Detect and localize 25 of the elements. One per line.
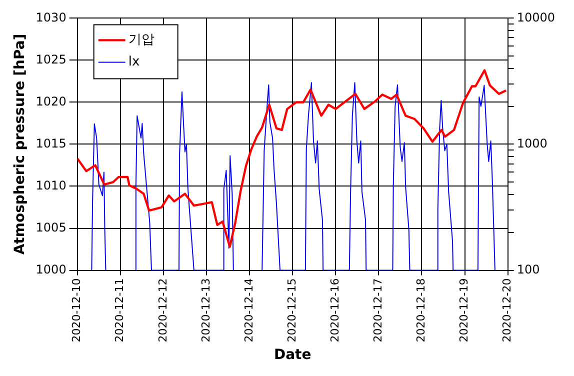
- x-tick-label: 2020-12-10: [70, 278, 84, 342]
- x-tick-label: 2020-12-16: [328, 278, 342, 342]
- x-tick-label: 2020-12-19: [458, 278, 471, 342]
- y-tick-label: 1030: [36, 10, 66, 24]
- x-tick-label: 2020-12-11: [113, 278, 126, 342]
- x-tick-label: 2020-12-18: [414, 278, 428, 342]
- y-tick-label: 1005: [36, 220, 66, 234]
- y-axis-title: Atmospheric pressure [hPa]: [12, 34, 28, 255]
- x-tick-label: 2020-12-20: [500, 278, 514, 342]
- x-axis-title: Date: [274, 347, 312, 364]
- legend-label: lx: [128, 54, 140, 70]
- y-tick-label: 1015: [36, 136, 66, 150]
- y2-tick-label: 100: [516, 262, 540, 276]
- y-tick-label: 1025: [36, 52, 66, 66]
- y-tick-label: 1000: [36, 262, 66, 276]
- x-tick-label: 2020-12-14: [242, 278, 256, 342]
- x-tick-label: 2020-12-13: [199, 278, 212, 342]
- y-tick-label: 1010: [36, 178, 66, 192]
- y-tick-label: 1020: [36, 94, 66, 108]
- x-tick-label: 2020-12-17: [372, 278, 385, 342]
- x-tick-label: 2020-12-15: [285, 278, 298, 342]
- x-tick-label: 2020-12-12: [156, 278, 170, 342]
- y2-tick-label: 10000: [516, 10, 556, 24]
- y2-tick-label: 1000: [516, 136, 548, 150]
- legend-label: 기압: [128, 32, 154, 48]
